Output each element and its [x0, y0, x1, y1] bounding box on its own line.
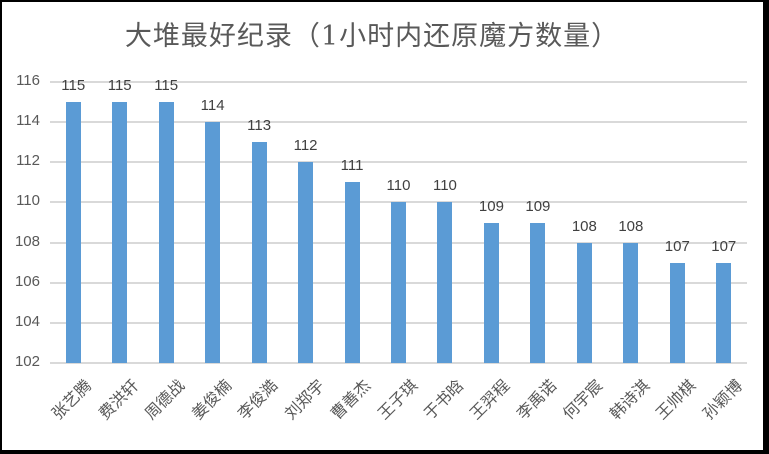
bar	[530, 222, 546, 363]
bar	[65, 102, 81, 363]
bar	[623, 242, 639, 363]
bar	[205, 122, 221, 363]
data-label: 115	[154, 77, 179, 95]
data-label: 115	[107, 77, 132, 95]
x-tick-label: 孙颖博	[698, 375, 747, 424]
bar	[716, 262, 732, 363]
y-tick-label: 116	[16, 72, 40, 89]
data-label: 107	[664, 237, 690, 255]
data-label: 110	[432, 177, 457, 195]
x-tick-label: 曹善杰	[326, 375, 375, 424]
bar	[391, 202, 406, 363]
bar	[112, 102, 128, 363]
chart-frame: 大堆最好纪录（1小时内还原魔方数量） 102 104 106 108 110 112 114…	[2, 2, 763, 450]
bar	[437, 202, 453, 363]
data-label: 108	[571, 217, 597, 235]
data-label: 107	[711, 237, 737, 255]
y-tick-label: 106	[14, 272, 40, 290]
y-tick-label: 112	[16, 152, 40, 170]
bar	[344, 182, 360, 363]
x-tick-label: 周德战	[141, 375, 189, 424]
data-label: 110	[386, 177, 411, 195]
y-tick-label: 110	[16, 192, 40, 210]
y-tick-label: 108	[14, 232, 40, 250]
y-tick-label: 102	[14, 353, 40, 370]
x-tick-label: 姜俊楠	[187, 375, 235, 424]
chart-title: 大堆最好纪录（1小时内还原魔方数量）	[124, 21, 620, 52]
bar	[483, 222, 499, 363]
bar	[298, 162, 314, 363]
data-label: 111	[340, 157, 364, 175]
gridline	[50, 362, 747, 364]
x-tick-label: 韩诗淇	[605, 375, 654, 424]
x-tick-label: 王羿程	[466, 375, 514, 424]
x-tick-label: 王帅棋	[652, 375, 700, 424]
data-label: 109	[525, 197, 551, 215]
plot-area: 102 104 106 108 110 112 114 116 115 张艺腾 115 费洪轩 115 周…	[2, 2, 763, 450]
bar	[576, 242, 592, 363]
bar	[669, 262, 685, 363]
data-label: 108	[618, 217, 644, 235]
x-tick-label: 李俊澔	[233, 375, 282, 424]
x-tick-label: 张艺腾	[48, 375, 96, 424]
data-label: 115	[61, 77, 86, 95]
bar	[158, 102, 174, 363]
bar	[251, 142, 267, 363]
x-tick-label: 李禹诺	[512, 375, 561, 424]
x-tick-label: 刘郑宇	[280, 375, 328, 424]
y-tick-label: 104	[14, 312, 40, 330]
y-tick-label: 114	[16, 112, 40, 130]
x-tick-label: 费洪轩	[94, 375, 142, 424]
data-label: 113	[247, 117, 272, 135]
gridline	[50, 81, 747, 83]
gridline	[50, 161, 747, 164]
data-label: 109	[478, 197, 504, 215]
gridline	[50, 121, 747, 124]
data-label: 114	[200, 97, 225, 115]
x-tick-label: 王子琪	[373, 375, 421, 424]
x-tick-label: 于书晗	[419, 375, 468, 424]
x-tick-label: 何宇宸	[559, 375, 607, 424]
data-label: 112	[293, 137, 318, 155]
